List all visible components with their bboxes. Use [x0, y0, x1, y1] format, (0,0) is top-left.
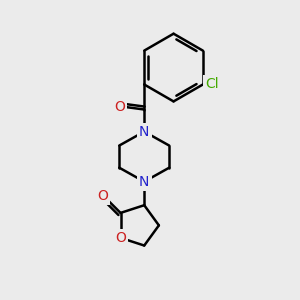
Text: O: O: [115, 231, 126, 245]
Text: O: O: [114, 100, 125, 114]
Text: O: O: [97, 189, 108, 203]
Text: N: N: [139, 175, 149, 189]
Text: N: N: [139, 124, 149, 139]
Text: Cl: Cl: [205, 77, 218, 92]
